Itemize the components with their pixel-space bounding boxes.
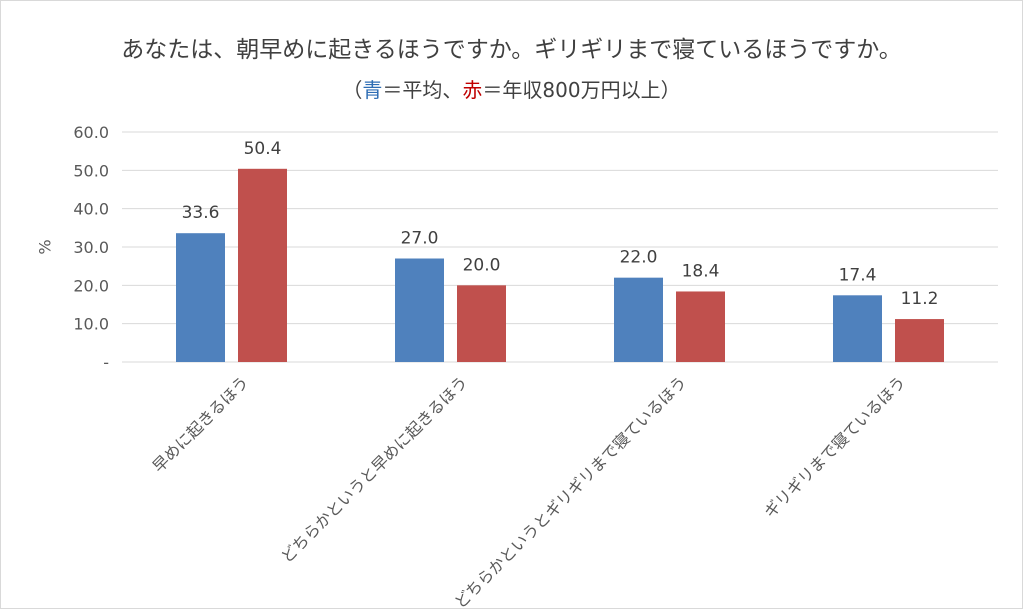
subtitle-open: （ [342, 78, 363, 102]
x-tick-label: どちらかというと早めに起きるほう [277, 372, 471, 566]
x-tick-label: どちらかというとギリギリまで寝ているほう [451, 372, 691, 609]
bar-series-2 [238, 168, 287, 362]
chart-subtitle: （青＝平均、赤＝年収800万円以上） [0, 74, 1023, 103]
bar-series-2 [895, 319, 944, 362]
y-tick-label: - [103, 353, 109, 372]
data-label: 18.4 [682, 261, 720, 281]
subtitle-red-word: 赤 [462, 78, 483, 102]
value-labels: 33.6 50.4 27.0 20.0 22.0 18.4 17.4 11.2 [182, 139, 939, 309]
subtitle-mid2: ＝年収800万円以上） [482, 78, 681, 102]
bar-series-1 [833, 295, 882, 362]
data-label: 33.6 [182, 203, 220, 223]
subtitle-mid1: ＝平均、 [382, 78, 463, 102]
bar-series-1 [395, 258, 444, 362]
y-tick-label: 50.0 [73, 161, 109, 180]
chart-title: あなたは、朝早めに起きるほうですか。ギリギリまで寝ているほうですか。 [121, 37, 902, 63]
x-tick-label: 早めに起きるほう [149, 372, 253, 476]
y-tick-label: 20.0 [73, 276, 109, 295]
bar-series-1 [176, 233, 225, 362]
bar-series-2 [457, 285, 506, 362]
subtitle-blue-word: 青 [362, 78, 383, 102]
x-axis-labels: 早めに起きるほう どちらかというと早めに起きるほうどちらかというとギリギリまで寝て… [149, 372, 910, 609]
bar-series-2 [676, 291, 725, 362]
x-tick-label: ギリギリまで寝ているほう [760, 372, 909, 521]
data-label: 17.4 [839, 265, 877, 285]
y-tick-label: 40.0 [73, 200, 109, 219]
data-label: 27.0 [401, 229, 439, 249]
y-tick-label: 10.0 [73, 315, 109, 334]
y-axis-ticks: - 10.0 20.0 30.0 40.0 50.0 60.0 [73, 123, 109, 372]
data-label: 50.4 [244, 139, 282, 159]
y-axis-label: % [36, 239, 55, 254]
y-tick-label: 30.0 [73, 238, 109, 257]
y-tick-label: 60.0 [73, 123, 109, 142]
bar-series-1 [614, 277, 663, 362]
data-label: 20.0 [463, 255, 501, 275]
bars [176, 168, 944, 362]
data-label: 22.0 [620, 248, 658, 268]
data-label: 11.2 [901, 289, 939, 309]
